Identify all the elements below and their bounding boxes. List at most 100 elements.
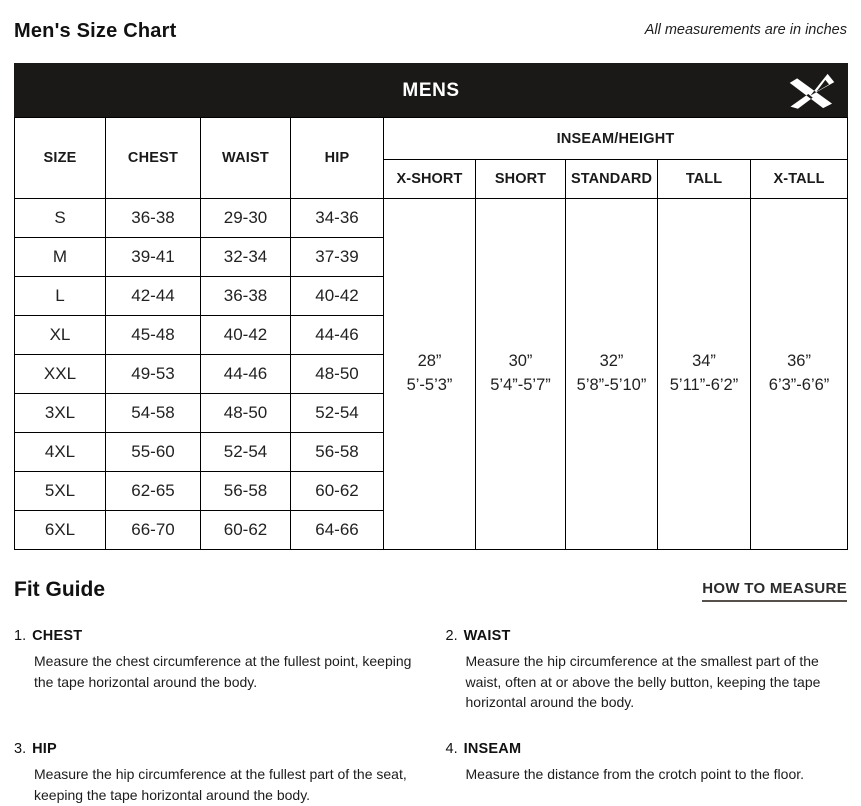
chest-cell: 54-58 bbox=[105, 393, 201, 433]
hip-cell: 52-54 bbox=[290, 393, 384, 433]
table-row-xxl: XXL 49-53 44-46 48-50 bbox=[14, 354, 848, 394]
table-row-4xl: 4XL 55-60 52-54 56-58 bbox=[14, 432, 848, 472]
fit-item-waist: 2. WAIST Measure the hip circumference a… bbox=[446, 628, 848, 713]
col-header-hip: HIP bbox=[290, 117, 384, 199]
measurement-note: All measurements are in inches bbox=[644, 22, 847, 38]
table-row-6xl: 6XL 66-70 60-62 64-66 bbox=[14, 510, 848, 550]
inseam-cell-x-short: 28” 5’-5’3” bbox=[383, 198, 476, 550]
waist-cell: 48-50 bbox=[200, 393, 291, 433]
table-row-l: L 42-44 36-38 40-42 bbox=[14, 276, 848, 316]
col-header-tall: TALL bbox=[657, 159, 751, 199]
fit-item-label: 3. HIP bbox=[14, 741, 416, 757]
hip-cell: 44-46 bbox=[290, 315, 384, 355]
fit-guide-header: Fit Guide HOW TO MEASURE bbox=[14, 578, 847, 602]
fit-guide-title: Fit Guide bbox=[14, 578, 105, 601]
fit-item-label: 1. CHEST bbox=[14, 628, 416, 644]
size-cell: XL bbox=[14, 315, 106, 355]
size-cell: 6XL bbox=[14, 510, 106, 550]
chest-cell: 49-53 bbox=[105, 354, 201, 394]
fit-item-name: CHEST bbox=[32, 628, 83, 644]
fit-item-description: Measure the hip circumference at the ful… bbox=[34, 766, 407, 803]
fit-item-number: 3. bbox=[14, 741, 31, 758]
inseam-cell-x-tall: 36” 6’3”-6’6” bbox=[749, 198, 849, 550]
fit-item-inseam: 4. INSEAM Measure the distance from the … bbox=[446, 741, 848, 805]
size-cell: 5XL bbox=[14, 471, 106, 511]
header-row-1: SIZE CHEST WAIST HIP INSEAM/HEIGHT bbox=[14, 117, 849, 199]
col-header-waist: WAIST bbox=[200, 117, 291, 199]
fit-item-description: Measure the hip circumference at the sma… bbox=[465, 653, 821, 711]
hip-cell: 60-62 bbox=[290, 471, 384, 511]
hip-cell: 64-66 bbox=[290, 510, 384, 550]
banner-label: MENS bbox=[402, 79, 460, 101]
col-header-x-tall: X-TALL bbox=[749, 159, 849, 199]
table-row-m: M 39-41 32-34 37-39 bbox=[14, 237, 848, 277]
height-range: 5’11”-6’2” bbox=[669, 376, 739, 394]
fit-item-label: 2. WAIST bbox=[446, 628, 848, 644]
size-cell: 4XL bbox=[14, 432, 106, 472]
page-title: Men's Size Chart bbox=[14, 20, 177, 42]
chest-cell: 42-44 bbox=[105, 276, 201, 316]
chest-cell: 66-70 bbox=[105, 510, 201, 550]
fit-item-number: 4. bbox=[445, 741, 462, 758]
fit-item-number: 2. bbox=[445, 628, 462, 644]
waist-cell: 29-30 bbox=[200, 198, 291, 238]
col-header-x-short: X-SHORT bbox=[383, 159, 476, 199]
col-header-size: SIZE bbox=[14, 117, 106, 199]
chest-cell: 39-41 bbox=[105, 237, 201, 277]
chest-cell: 45-48 bbox=[105, 315, 201, 355]
fit-item-name: HIP bbox=[32, 741, 57, 758]
fit-item-description: Measure the chest circumference at the f… bbox=[34, 653, 412, 690]
table-row-5xl: 5XL 62-65 56-58 60-62 bbox=[14, 471, 848, 511]
chest-cell: 62-65 bbox=[105, 471, 201, 511]
fit-item-hip: 3. HIP Measure the hip circumference at … bbox=[14, 741, 416, 805]
size-cell: XXL bbox=[14, 354, 106, 394]
hip-cell: 40-42 bbox=[290, 276, 384, 316]
col-header-standard: STANDARD bbox=[565, 159, 658, 199]
waist-cell: 56-58 bbox=[200, 471, 291, 511]
fit-item-name: WAIST bbox=[463, 628, 511, 644]
brand-x-logo-icon bbox=[789, 73, 835, 109]
waist-cell: 44-46 bbox=[200, 354, 291, 394]
chest-cell: 36-38 bbox=[105, 198, 201, 238]
hip-cell: 37-39 bbox=[290, 237, 384, 277]
waist-cell: 52-54 bbox=[200, 432, 291, 472]
height-range: 5’4”-5’7” bbox=[490, 376, 551, 394]
height-range: 5’8”-5’10” bbox=[576, 376, 647, 394]
inseam-value: 32” bbox=[599, 352, 624, 371]
waist-cell: 60-62 bbox=[200, 510, 291, 550]
header-row-2: X-SHORT SHORT STANDARD TALL X-TALL bbox=[15, 159, 849, 199]
size-chart-table: MENS SIZE CHEST WAIST HIP INSEAM/HEIGHT … bbox=[13, 63, 849, 550]
col-header-short: SHORT bbox=[475, 159, 566, 199]
fit-item-chest: 1. CHEST Measure the chest circumference… bbox=[14, 628, 416, 713]
waist-cell: 40-42 bbox=[200, 315, 291, 355]
inseam-value: 34” bbox=[692, 352, 716, 371]
hip-cell: 56-58 bbox=[290, 432, 384, 472]
inseam-value: 30” bbox=[508, 352, 533, 371]
size-cell: L bbox=[14, 276, 106, 316]
hip-cell: 34-36 bbox=[290, 198, 384, 238]
table-row-s: S 36-38 29-30 34-36 28” 5’-5’3” 30” 5’4”… bbox=[14, 198, 849, 550]
inseam-value: 28” bbox=[417, 352, 442, 371]
fit-item-description: Measure the distance from the crotch poi… bbox=[465, 766, 805, 783]
size-cell: M bbox=[14, 237, 106, 277]
inseam-cell-standard: 32” 5’8”-5’10” bbox=[565, 198, 658, 550]
size-cell: S bbox=[14, 198, 106, 238]
fit-item-number: 1. bbox=[14, 628, 31, 644]
fit-item-label: 4. INSEAM bbox=[446, 741, 848, 757]
page-header: Men's Size Chart All measurements are in… bbox=[14, 20, 847, 43]
inseam-value: 36” bbox=[787, 352, 811, 371]
inseam-cell-short: 30” 5’4”-5’7” bbox=[475, 198, 566, 550]
table-row-3xl: 3XL 54-58 48-50 52-54 bbox=[14, 393, 848, 433]
col-header-chest: CHEST bbox=[105, 117, 201, 199]
inseam-cell-tall: 34” 5’11”-6’2” bbox=[657, 198, 751, 550]
mens-banner: MENS bbox=[13, 63, 849, 118]
chest-cell: 55-60 bbox=[105, 432, 201, 472]
how-to-measure-link[interactable]: HOW TO MEASURE bbox=[702, 580, 847, 602]
banner-row: MENS bbox=[13, 63, 849, 118]
height-range: 5’-5’3” bbox=[406, 376, 453, 394]
col-group-inseam-height: INSEAM/HEIGHT bbox=[382, 117, 849, 160]
height-range: 6’3”-6’6” bbox=[768, 376, 830, 394]
hip-cell: 48-50 bbox=[290, 354, 384, 394]
waist-cell: 32-34 bbox=[200, 237, 291, 277]
